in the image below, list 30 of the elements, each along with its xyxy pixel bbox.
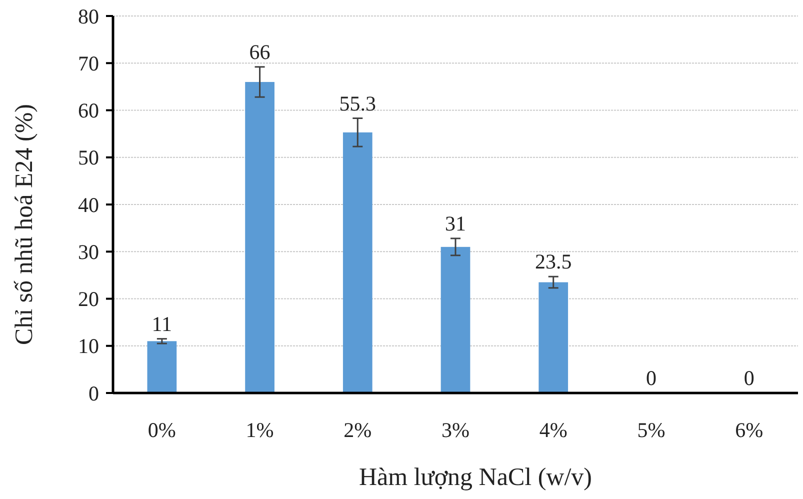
y-tick-label: 0 <box>88 381 99 406</box>
y-tick-label: 80 <box>78 4 99 28</box>
x-axis-title: Hàm lượng NaCl (w/v) <box>359 464 592 491</box>
x-tick-label: 3% <box>442 418 470 442</box>
x-tick-label: 1% <box>246 418 274 442</box>
y-tick-label: 60 <box>78 98 99 123</box>
x-tick-label: 6% <box>735 418 764 442</box>
y-tick-label: 10 <box>78 334 99 358</box>
y-tick-label: 70 <box>78 51 99 76</box>
data-label: 55.3 <box>339 91 376 116</box>
x-tick-label: 2% <box>344 418 372 442</box>
y-tick-label: 50 <box>78 146 99 170</box>
x-tick-label: 5% <box>637 418 666 442</box>
data-label: 0 <box>646 366 656 390</box>
y-tick-label: 40 <box>78 192 99 217</box>
bar <box>147 341 177 393</box>
data-label: 11 <box>152 312 172 336</box>
y-tick-label: 30 <box>78 240 99 264</box>
x-tick-label: 0% <box>148 418 176 442</box>
data-label: 23.5 <box>534 250 572 274</box>
bar <box>342 132 372 393</box>
bar <box>440 246 470 393</box>
data-label: 31 <box>445 211 466 236</box>
data-label: 66 <box>249 40 270 64</box>
data-label: 0 <box>744 366 754 390</box>
bar <box>538 282 568 393</box>
bar <box>245 82 274 393</box>
x-tick-label: 4% <box>539 418 568 442</box>
y-tick-label: 20 <box>78 287 99 312</box>
y-axis-title: Chỉ số nhũ hoá E24 (%) <box>11 104 38 345</box>
